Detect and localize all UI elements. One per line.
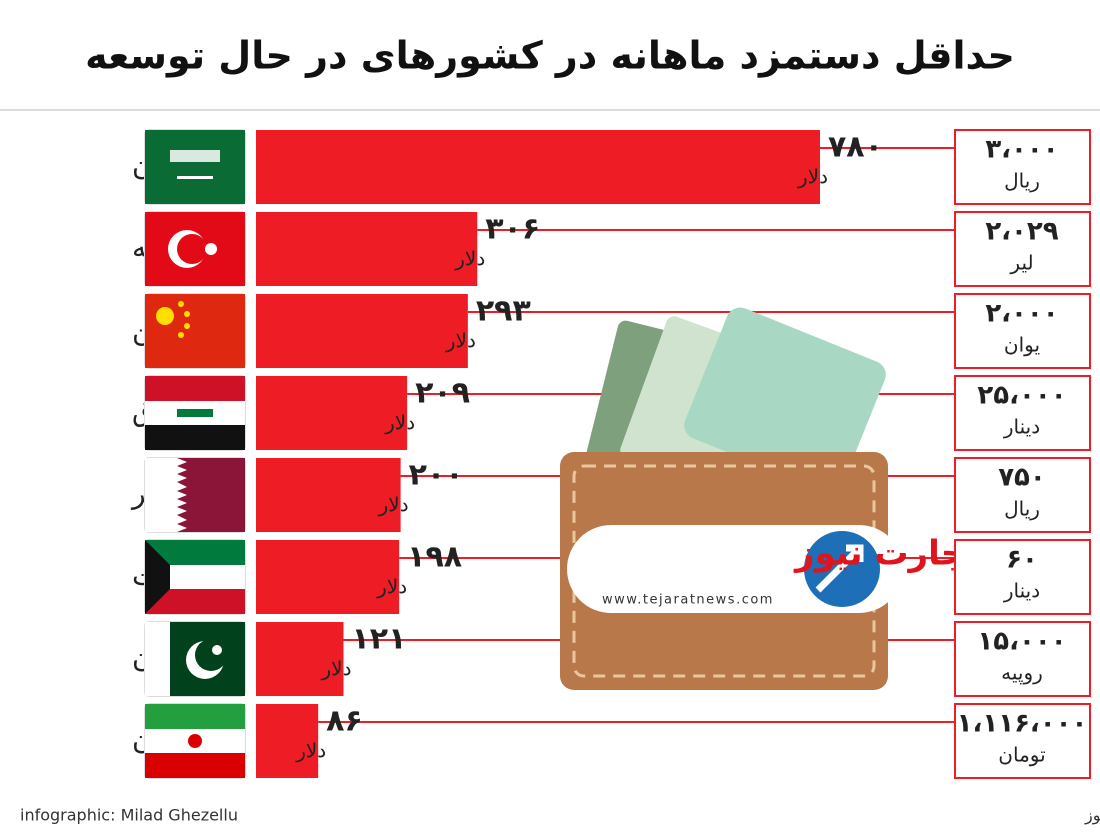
value-label: ۷۸۰ [828, 130, 883, 165]
value-unit: دلار [295, 739, 326, 763]
amount-box [954, 375, 1091, 451]
source: منبع: تجارت‌نیوز [1084, 806, 1100, 826]
flag-field [145, 130, 245, 204]
local-amount: ۲۵،۰۰۰ [977, 381, 1066, 411]
value-label: ۸۶ [326, 704, 363, 739]
logo-name: تجارت نیوز [793, 534, 978, 574]
flag-detail [205, 243, 217, 255]
flag-field [145, 376, 245, 401]
flag-detail [184, 311, 190, 317]
flag-detail [188, 734, 202, 748]
local-amounts: ۳،۰۰۰ ریال ۲،۰۲۹ لیر ۲،۰۰۰ یوان ۲۵،۰۰۰ دینار ۷۵۰… [954, 129, 1091, 779]
local-unit: ریال [1004, 169, 1040, 193]
flag-detail [212, 645, 222, 655]
wallet: تجارت نیوز www.tejaratnews.com [560, 307, 978, 690]
value-label: ۲۰۰ [409, 458, 464, 493]
flag-detail [195, 639, 227, 671]
bar [256, 458, 401, 532]
bar [256, 540, 400, 614]
chart-title: حداقل دستمزد ماهانه در کشورهای در حال تو… [85, 34, 1015, 78]
bar [256, 130, 820, 204]
local-unit: ریال [1004, 497, 1040, 521]
amount-box [954, 293, 1091, 369]
logo-arrow [815, 544, 864, 593]
bar [256, 376, 408, 450]
value-label: ۳۰۶ [485, 212, 540, 247]
flag-detail [156, 307, 174, 325]
bars: عربستان۷۸۰دلارترکیه۳۰۶دلارچین۲۹۳دلارعراق… [130, 129, 955, 779]
value-unit: دلار [376, 575, 407, 599]
bar [256, 212, 478, 286]
local-unit: دینار [1003, 579, 1040, 603]
local-amount: ۶۰ [1006, 545, 1038, 575]
flag-detail [177, 409, 213, 417]
flag [144, 293, 246, 369]
credit-card [684, 307, 886, 493]
value-label: ۲۹۳ [476, 294, 531, 329]
flag-detail [170, 150, 220, 162]
local-unit: روپیه [1001, 661, 1043, 686]
bar [256, 294, 468, 368]
value-unit: دلار [384, 411, 415, 435]
local-amount: ۱۵،۰۰۰ [977, 627, 1066, 657]
flag [144, 703, 246, 779]
flag-field [145, 294, 245, 368]
value-label: ۲۰۹ [415, 376, 470, 411]
amount-box [954, 539, 1091, 615]
flag-detail [178, 332, 184, 338]
flag [144, 129, 246, 205]
amount-box [954, 457, 1091, 533]
flag-detail [178, 301, 184, 307]
flag-detail [177, 176, 213, 179]
local-amount: ۳،۰۰۰ [985, 135, 1058, 165]
local-unit: تومان [998, 743, 1045, 767]
flag [144, 375, 246, 451]
value-unit: دلار [321, 657, 352, 681]
amount-box [954, 129, 1091, 205]
credit: infographic: Milad Ghezellu [20, 806, 238, 825]
flag [144, 621, 246, 697]
local-amount: ۱،۱۱۶،۰۰۰ [957, 709, 1088, 739]
bar [256, 704, 319, 778]
local-amount: ۲،۰۲۹ [985, 217, 1058, 247]
amount-box [954, 621, 1091, 697]
flag-field [145, 622, 170, 696]
local-unit: یوان [1004, 333, 1040, 357]
amount-box [954, 211, 1091, 287]
local-unit: لیر [1009, 251, 1033, 275]
value-unit: دلار [445, 329, 476, 353]
flag-detail [145, 458, 187, 532]
local-amount: ۷۵۰ [998, 463, 1046, 493]
value-unit: دلار [454, 247, 485, 271]
flag [144, 457, 246, 533]
flag-field [145, 425, 245, 450]
logo-url: www.tejaratnews.com [602, 593, 774, 608]
flag-detail [177, 234, 207, 264]
value-label: ۱۹۸ [407, 540, 462, 575]
flag-field [145, 753, 245, 778]
local-amount: ۲،۰۰۰ [985, 299, 1058, 329]
value-unit: دلار [378, 493, 409, 517]
flag-detail [184, 323, 190, 329]
local-unit: دینار [1003, 415, 1040, 439]
amount-box [954, 703, 1091, 779]
value-unit: دلار [797, 165, 828, 189]
flag [144, 539, 246, 615]
flag [144, 211, 246, 287]
bar [256, 622, 344, 696]
flag-detail [145, 540, 170, 614]
flag-field [145, 704, 245, 729]
value-label: ۱۲۱ [351, 622, 406, 657]
